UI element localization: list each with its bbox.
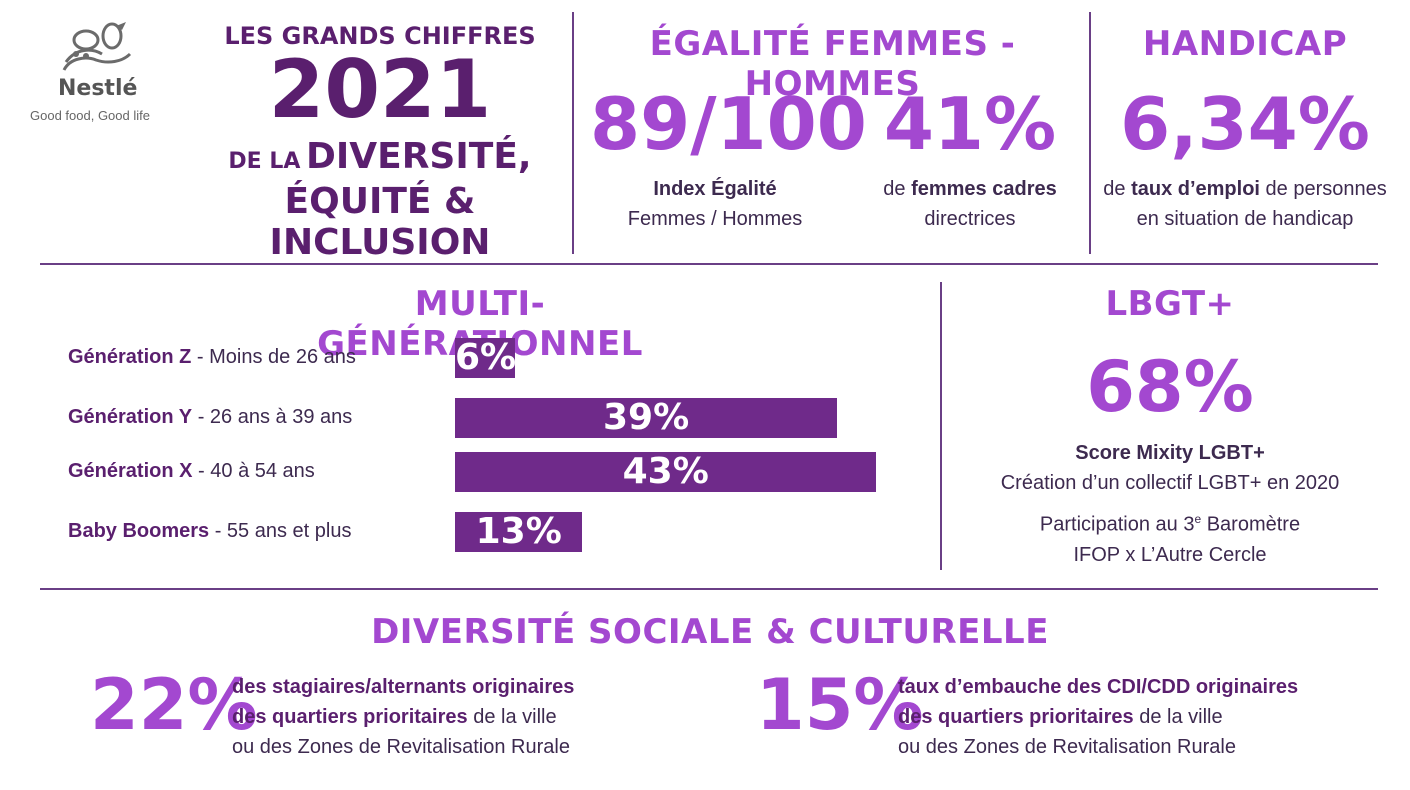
diversite-right-bold1: taux d’embauche des CDI/CDD originaires — [898, 676, 1299, 698]
handicap-post: de personnes — [1265, 178, 1387, 200]
cadres-value: 41% — [883, 82, 1057, 166]
index-bold: Index Égalité — [653, 178, 777, 200]
logo-brand: Nestlé — [58, 76, 138, 101]
cadres-rest: directrices — [924, 208, 1016, 230]
generation-bar-value: 6% — [455, 337, 517, 378]
generation-bar-value: 43% — [622, 451, 709, 492]
diversite-left-text: des stagiaires/alternants originaires de… — [232, 672, 652, 762]
lgbt-score: Score Mixity LGBT+ — [1075, 442, 1265, 464]
lgbt-value: 68% — [1086, 346, 1254, 428]
nestle-logo: Nestlé Good food, Good life — [30, 18, 170, 128]
lgbt-caption: Score Mixity LGBT+ Création d’un collect… — [960, 438, 1380, 570]
generation-desc: - 40 à 54 ans — [198, 460, 315, 482]
cadres-caption: de femmes cadres directrices — [860, 174, 1080, 234]
handicap-caption: de taux d’emploi de personnes en situati… — [1095, 174, 1395, 234]
generation-desc: - 26 ans à 39 ans — [197, 406, 353, 428]
title-line3: DE LA DIVERSITÉ, — [180, 136, 580, 177]
separator-mid — [40, 263, 1378, 265]
generation-label: Génération Z - Moins de 26 ans — [68, 346, 356, 369]
generation-bar: 13% — [455, 511, 583, 552]
generation-desc: - 55 ans et plus — [214, 520, 352, 542]
separator-top-1 — [572, 12, 574, 254]
generation-label: Génération X - 40 à 54 ans — [68, 460, 315, 483]
generation-bar: 39% — [455, 397, 838, 438]
handicap-line2: en situation de handicap — [1136, 208, 1354, 230]
diversite-right-bold2: des quartiers prioritaires — [898, 706, 1134, 728]
separator-bottom — [40, 588, 1378, 590]
diversite-left-value: 22% — [90, 664, 258, 746]
index-rest: Femmes / Hommes — [627, 208, 803, 230]
diversite-right-rest2: de la ville — [1139, 706, 1223, 728]
diversite-left-line3: ou des Zones de Revitalisation Rurale — [232, 736, 570, 758]
diversite-left-bold2: des quartiers prioritaires — [232, 706, 468, 728]
generation-name: Génération Z — [68, 346, 192, 368]
handicap-pre: de — [1103, 178, 1126, 200]
index-caption: Index Égalité Femmes / Hommes — [580, 174, 850, 234]
lgbt-line2-pre: Participation au 3 — [1039, 513, 1195, 536]
handicap-heading: HANDICAP — [1142, 24, 1348, 64]
diversite-left-bold1: des stagiaires/alternants originaires — [232, 676, 575, 698]
generation-bar-value: 39% — [603, 397, 690, 438]
lgbt-line1: Création d’un collectif LGBT+ en 2020 — [1000, 472, 1340, 494]
diversite-heading: DIVERSITÉ SOCIALE & CULTURELLE — [371, 612, 1049, 652]
generation-name: Baby Boomers — [68, 520, 210, 542]
generation-desc: - Moins de 26 ans — [196, 346, 356, 368]
title-line1: LES GRANDS CHIFFRES — [224, 22, 536, 50]
generation-label: Génération Y - 26 ans à 39 ans — [68, 406, 352, 429]
generation-name: Génération X — [68, 460, 193, 482]
generation-bar: 6% — [455, 337, 517, 378]
separator-top-2 — [1089, 12, 1091, 254]
lgbt-line2-sup: e — [1194, 512, 1202, 526]
title-line3-small: DE LA — [228, 149, 301, 174]
title-line4: ÉQUITÉ & INCLUSION — [269, 181, 491, 263]
diversite-right-text: taux d’embauche des CDI/CDD originaires … — [898, 672, 1358, 762]
diversite-right-value: 15% — [756, 664, 924, 746]
generation-label: Baby Boomers - 55 ans et plus — [68, 520, 351, 543]
cadres-pre: de — [883, 178, 906, 200]
handicap-bold: taux d’emploi — [1131, 178, 1260, 200]
diversite-left-rest2: de la ville — [473, 706, 557, 728]
cadres-bold: femmes cadres — [911, 178, 1057, 200]
separator-mid-vertical — [940, 282, 942, 570]
index-value: 89/100 — [590, 82, 867, 166]
lgbt-line2-post: Baromètre — [1206, 513, 1301, 536]
generation-bar: 43% — [455, 451, 877, 492]
title-year: 2021 — [268, 43, 492, 136]
bird-nest-icon — [62, 22, 132, 71]
egalite-heading: ÉGALITÉ FEMMES - HOMMES — [649, 24, 1016, 104]
diversite-right-line3: ou des Zones de Revitalisation Rurale — [898, 736, 1236, 758]
handicap-value: 6,34% — [1120, 82, 1370, 166]
lgbt-line3: IFOP x L’Autre Cercle — [1073, 543, 1267, 566]
title-line3-big: DIVERSITÉ, — [305, 136, 532, 177]
logo-tagline: Good food, Good life — [30, 108, 150, 123]
generation-name: Génération Y — [68, 406, 193, 428]
generation-bar-value: 13% — [475, 511, 562, 552]
lgbt-heading: LBGT+ — [1105, 284, 1235, 324]
title-block: LES GRANDS CHIFFRES 2021 DE LA DIVERSITÉ… — [180, 22, 580, 263]
